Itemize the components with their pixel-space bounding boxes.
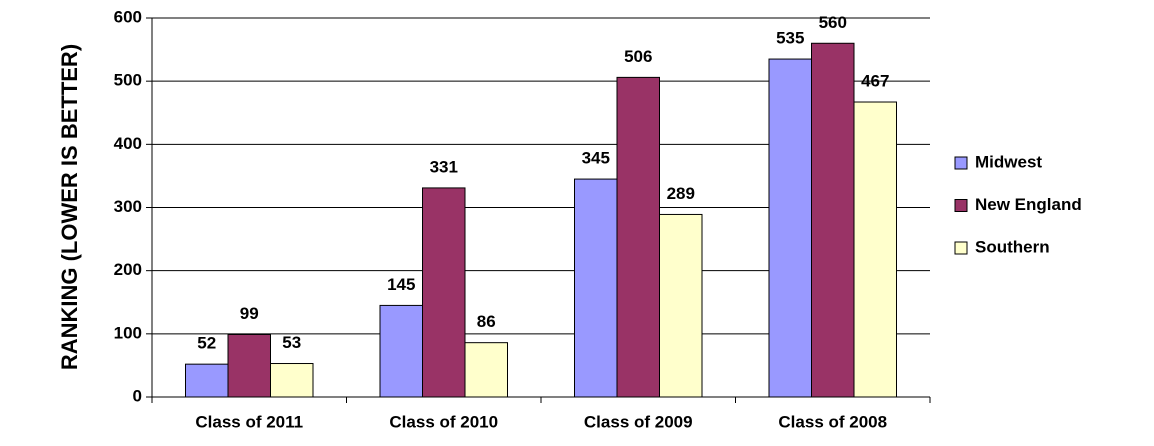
y-tick-label: 100 [114,323,142,342]
data-label: 145 [387,275,415,294]
data-label: 467 [861,71,889,90]
bar [464,342,508,398]
x-tick-label: Class of 2008 [778,412,887,431]
legend-label: Midwest [975,152,1042,171]
bar [659,213,703,398]
bar [768,58,812,398]
data-label: 86 [477,312,496,331]
bar [853,101,897,398]
y-tick-label: 400 [114,134,142,153]
y-tick-label: 300 [114,197,142,216]
data-label: 506 [624,47,652,66]
data-label: 345 [582,149,610,168]
y-tick-label: 600 [114,7,142,26]
data-label: 52 [197,334,216,353]
bar [185,363,229,398]
bar [270,363,314,398]
legend-label: Southern [975,237,1050,256]
data-label: 331 [430,157,458,176]
y-axis-title: RANKING (LOWER IS BETTER) [57,43,82,371]
x-tick-label: Class of 2009 [584,412,693,431]
legend-swatch [954,241,968,255]
bar [616,76,660,398]
legend-label: New England [975,195,1082,214]
bar [379,304,423,398]
bar [422,187,466,398]
data-label: 289 [667,184,695,203]
data-label: 535 [776,29,804,48]
y-tick-label: 0 [133,386,142,405]
bar [811,42,855,398]
bar [574,178,618,398]
y-tick-label: 200 [114,260,142,279]
data-label: 53 [282,333,301,352]
x-tick-label: Class of 2011 [195,412,303,431]
data-label: 99 [240,304,259,323]
bar [227,333,271,398]
x-tick-label: Class of 2010 [389,412,498,431]
data-label: 560 [819,13,847,32]
legend-swatch [954,156,968,170]
y-tick-label: 500 [114,71,142,90]
legend-swatch [954,199,968,212]
